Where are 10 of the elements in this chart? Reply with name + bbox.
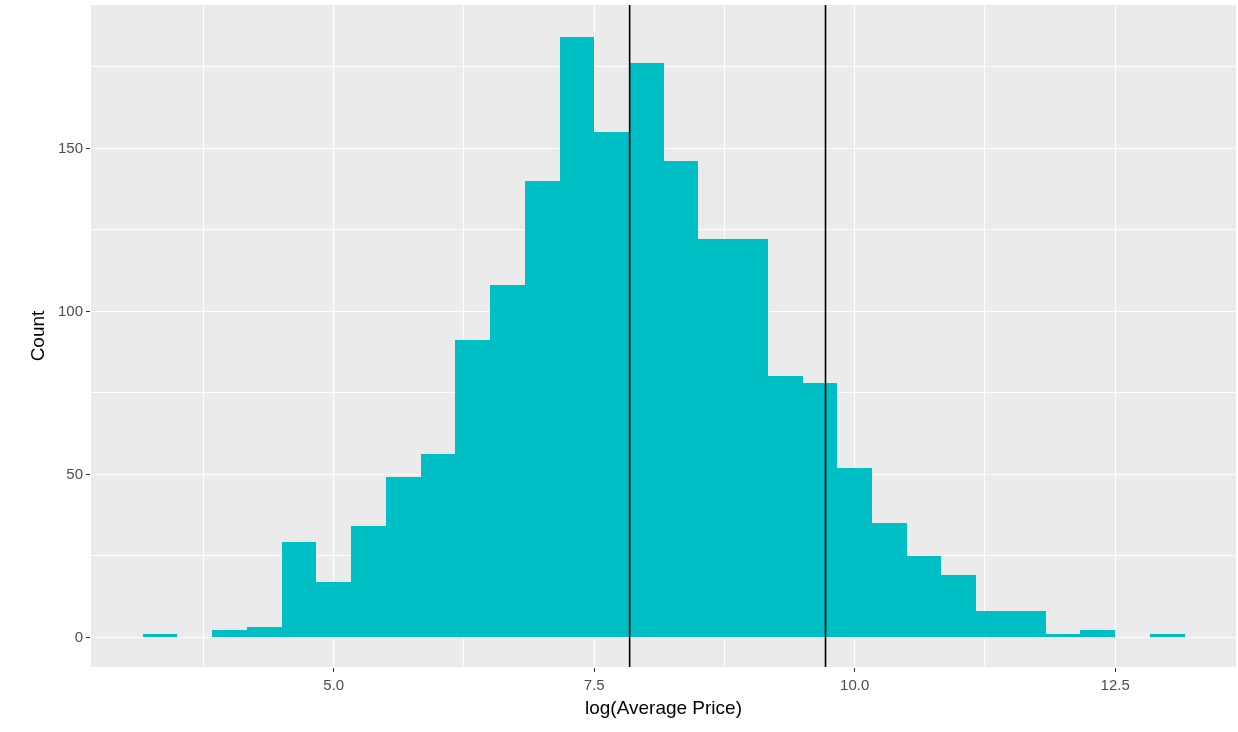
- y-tick-label: 0: [74, 628, 83, 646]
- x-tick-label: 12.5: [1100, 676, 1130, 693]
- x-tick-label: 7.5: [583, 676, 605, 693]
- y-axis-title: Count: [26, 309, 48, 362]
- y-tick-label: 100: [57, 302, 83, 320]
- x-tick-label: 5.0: [323, 676, 345, 693]
- y-tick-label: 150: [57, 139, 83, 157]
- x-axis-title: log(Average Price): [584, 696, 743, 718]
- x-tick-label: 10.0: [840, 676, 870, 693]
- y-tick-label: 50: [66, 465, 83, 483]
